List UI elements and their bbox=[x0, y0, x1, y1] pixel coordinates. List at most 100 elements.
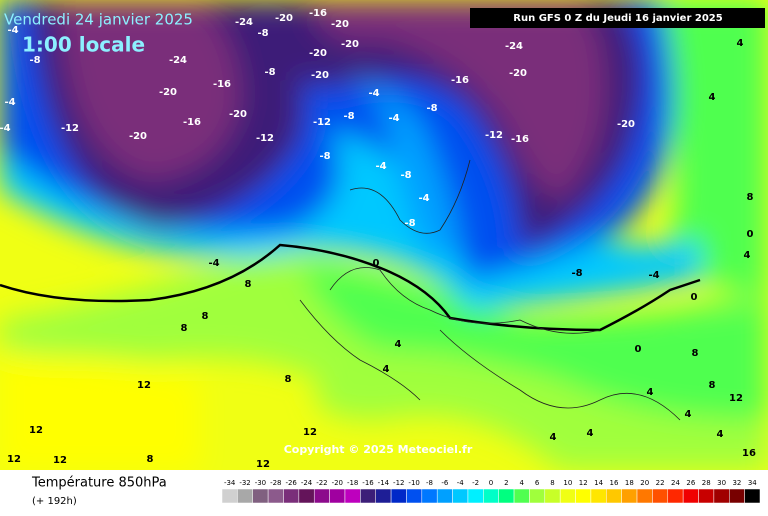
map-label: -8 bbox=[343, 111, 354, 122]
map-label: 0 bbox=[635, 344, 642, 355]
legend-label: 12 bbox=[579, 479, 588, 487]
legend-label: 22 bbox=[656, 479, 665, 487]
legend-label: -30 bbox=[255, 479, 266, 487]
legend-swatch bbox=[375, 488, 392, 504]
legend-swatch bbox=[498, 488, 515, 504]
map-label: -20 bbox=[341, 39, 359, 50]
legend-swatch bbox=[298, 488, 315, 504]
map-label: 4 bbox=[587, 428, 594, 439]
legend-label: -12 bbox=[393, 479, 404, 487]
legend-swatch bbox=[283, 488, 300, 504]
map-label: 4 bbox=[685, 409, 692, 420]
legend-swatch bbox=[698, 488, 715, 504]
legend-swatch bbox=[406, 488, 423, 504]
map-label: 4 bbox=[383, 364, 390, 375]
legend-swatch bbox=[267, 488, 284, 504]
legend-label: -32 bbox=[239, 479, 250, 487]
map-labels: -12 -20 -24 -16 -16 -20 -20 -12 -8 -20 -20 -20 -16 -2… bbox=[0, 8, 756, 470]
map-label: 8 bbox=[245, 279, 252, 290]
map-label: -12 bbox=[61, 123, 79, 134]
map-label: -20 bbox=[309, 48, 327, 59]
map-label: 12 bbox=[29, 425, 43, 436]
legend-label: 4 bbox=[520, 479, 525, 487]
legend-label: 28 bbox=[702, 479, 711, 487]
legend-label: 16 bbox=[610, 479, 619, 487]
legend-label: 30 bbox=[717, 479, 726, 487]
legend-label: 10 bbox=[563, 479, 572, 487]
map-label: 12 bbox=[137, 380, 151, 391]
map-label: 4 bbox=[744, 250, 751, 261]
legend-label: -34 bbox=[224, 479, 236, 487]
map-label: -8 bbox=[400, 170, 411, 181]
map-label: 4 bbox=[737, 38, 744, 49]
legend-swatch bbox=[590, 488, 607, 504]
map-label: -4 bbox=[388, 113, 399, 124]
map-label: -8 bbox=[319, 151, 330, 162]
legend-label: 2 bbox=[504, 479, 508, 487]
map-label: 8 bbox=[709, 380, 716, 391]
legend-swatch bbox=[436, 488, 453, 504]
legend-label: 32 bbox=[732, 479, 741, 487]
legend-label: -18 bbox=[347, 479, 358, 487]
map-label: 4 bbox=[717, 429, 724, 440]
run-info: Run GFS 0 Z du Jeudi 16 janvier 2025 bbox=[513, 13, 722, 24]
legend-label: 14 bbox=[594, 479, 603, 487]
legend-swatch bbox=[729, 488, 745, 504]
legend-label: -24 bbox=[301, 479, 313, 487]
map-label: -20 bbox=[617, 119, 635, 130]
legend-swatch bbox=[513, 488, 530, 504]
map-label: -4 bbox=[648, 270, 659, 281]
legend-label: 18 bbox=[625, 479, 634, 487]
map-label: -24 bbox=[169, 55, 187, 66]
legend-label: -10 bbox=[408, 479, 419, 487]
map-label: -16 bbox=[309, 8, 327, 19]
legend-label: -22 bbox=[316, 479, 327, 487]
map-label: -20 bbox=[509, 68, 527, 79]
legend-swatch bbox=[606, 488, 622, 504]
map-label: -20 bbox=[311, 70, 329, 81]
legend-label: 24 bbox=[671, 479, 680, 487]
lead-time: (+ 192h) bbox=[32, 496, 77, 507]
legend-swatch bbox=[452, 488, 469, 504]
legend-swatch bbox=[237, 488, 253, 504]
legend-label: 0 bbox=[489, 479, 493, 487]
map-label: -16 bbox=[451, 75, 469, 86]
legend-swatch bbox=[575, 488, 592, 504]
map-label: -8 bbox=[264, 67, 275, 78]
map-label: 4 bbox=[709, 92, 716, 103]
map-label: -20 bbox=[275, 13, 293, 24]
legend-label: 34 bbox=[748, 479, 757, 487]
legend-label: -4 bbox=[457, 479, 465, 487]
map-label: -24 bbox=[235, 17, 253, 28]
valid-time: Vendredi 24 janvier 2025 bbox=[4, 11, 193, 29]
map-label: 12 bbox=[303, 427, 317, 438]
map-label: 8 bbox=[202, 311, 209, 322]
map-label: -16 bbox=[213, 79, 231, 90]
legend-swatch bbox=[390, 488, 407, 504]
map-label: -16 bbox=[183, 117, 201, 128]
map-label: 12 bbox=[53, 455, 67, 466]
legend-label: -26 bbox=[285, 479, 297, 487]
map-label: 0 bbox=[747, 229, 754, 240]
legend-swatch bbox=[559, 488, 576, 504]
legend-label: 8 bbox=[550, 479, 554, 487]
zero-isotherm bbox=[0, 243, 701, 332]
map-label: -24 bbox=[505, 41, 523, 52]
legend-label: -16 bbox=[362, 479, 374, 487]
map-label: -8 bbox=[257, 28, 268, 39]
map-label: -20 bbox=[229, 109, 247, 120]
map-label: 12 bbox=[729, 393, 743, 404]
map-label: 4 bbox=[550, 432, 557, 443]
legend-swatch bbox=[344, 488, 361, 504]
map-label: -20 bbox=[159, 87, 177, 98]
legend-swatch bbox=[744, 488, 761, 504]
map-label: 16 bbox=[742, 448, 756, 459]
map-label: -4 bbox=[418, 193, 429, 204]
map-label: -16 bbox=[511, 134, 529, 145]
coastlines bbox=[299, 159, 681, 421]
map-label: 12 bbox=[7, 454, 21, 465]
legend-swatch bbox=[544, 488, 561, 504]
legend-swatch bbox=[529, 488, 546, 504]
